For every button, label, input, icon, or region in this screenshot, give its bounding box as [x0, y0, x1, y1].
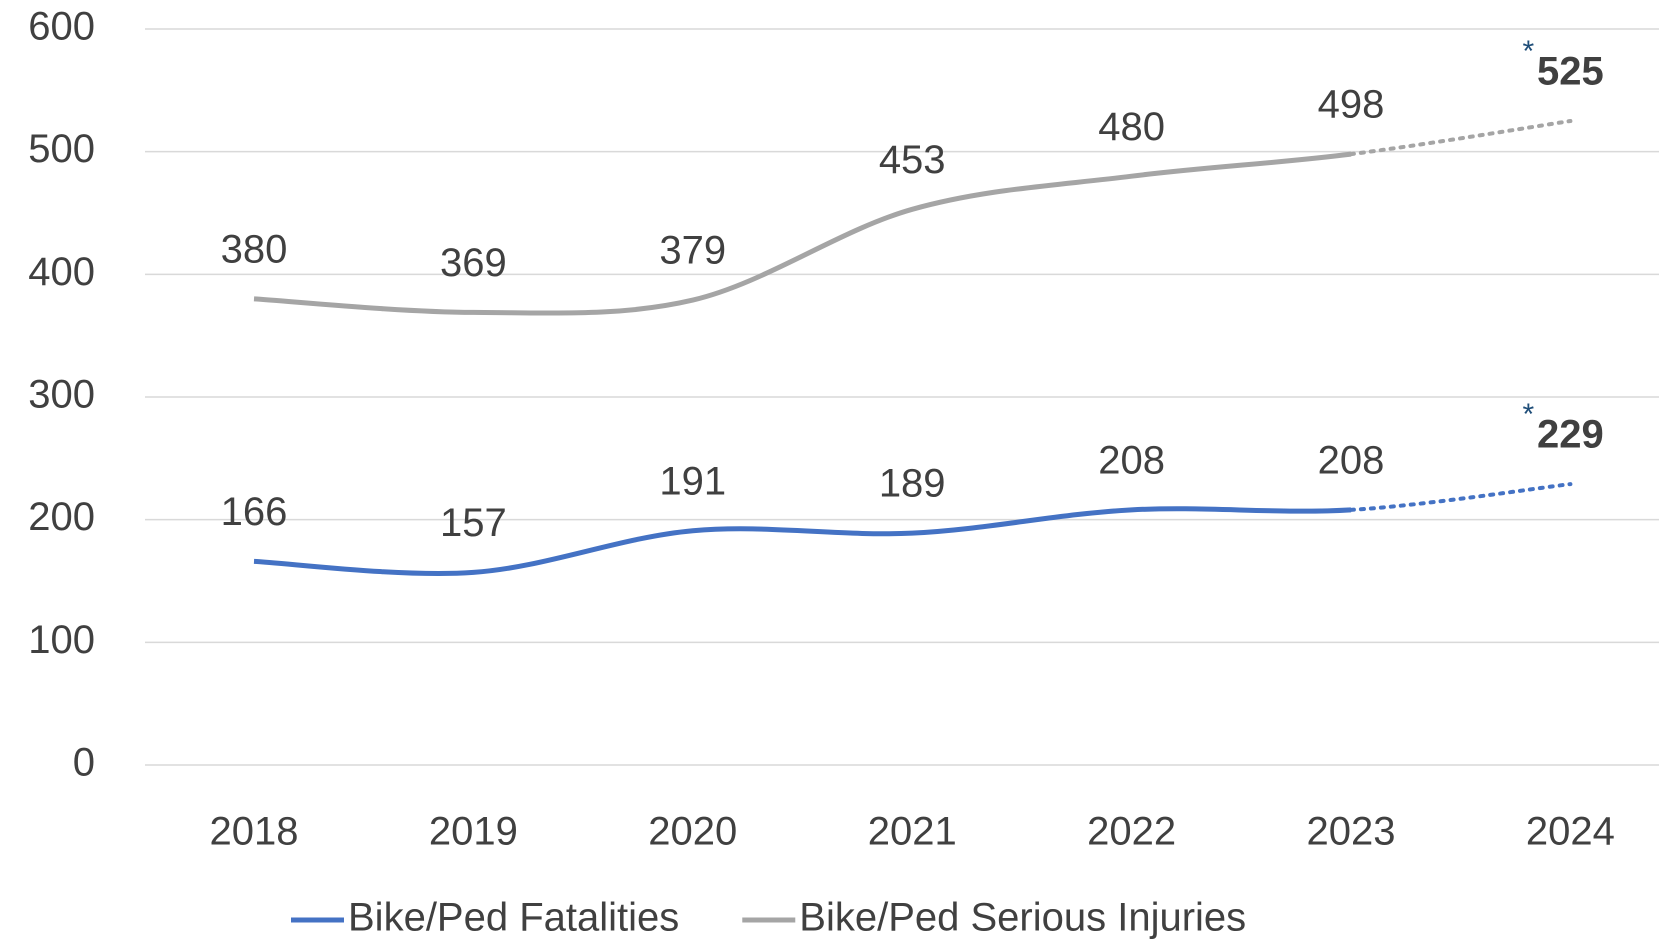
data-label: 157	[440, 501, 507, 545]
data-label: 369	[440, 241, 507, 285]
data-label: 189	[879, 462, 946, 506]
series-line-dotted	[1349, 482, 1573, 512]
data-label: 525	[1537, 50, 1604, 94]
series-line-dotted	[1349, 119, 1573, 157]
series-line	[253, 151, 1352, 316]
y-tick-label: 300	[28, 373, 95, 417]
x-tick-label: 2024	[1526, 810, 1615, 854]
x-tick-label: 2020	[648, 810, 737, 854]
y-tick-label: 0	[73, 741, 95, 785]
y-tick-label: 400	[28, 250, 95, 294]
x-tick-label: 2022	[1087, 810, 1176, 854]
annotation: *	[1523, 35, 1535, 68]
data-label: 453	[879, 138, 946, 182]
series-line	[253, 506, 1352, 576]
legend-label: Bike/Ped Fatalities	[348, 896, 679, 940]
data-label: 498	[1318, 83, 1385, 127]
data-label: 380	[221, 227, 288, 271]
x-tick-label: 2018	[210, 810, 299, 854]
data-label: 166	[221, 490, 288, 534]
legend-label: Bike/Ped Serious Injuries	[799, 896, 1246, 940]
data-label: 208	[1318, 438, 1385, 482]
y-tick-label: 600	[28, 5, 95, 49]
y-tick-label: 100	[28, 618, 95, 662]
annotation: *	[1523, 398, 1535, 431]
data-label: 229	[1537, 413, 1604, 457]
x-tick-label: 2023	[1307, 810, 1396, 854]
y-tick-label: 500	[28, 127, 95, 171]
data-label: 480	[1098, 105, 1165, 149]
data-label: 208	[1098, 438, 1165, 482]
x-tick-label: 2019	[429, 810, 518, 854]
data-label: 191	[659, 459, 726, 503]
x-tick-label: 2021	[868, 810, 957, 854]
y-tick-label: 200	[28, 495, 95, 539]
data-label: 379	[659, 229, 726, 273]
